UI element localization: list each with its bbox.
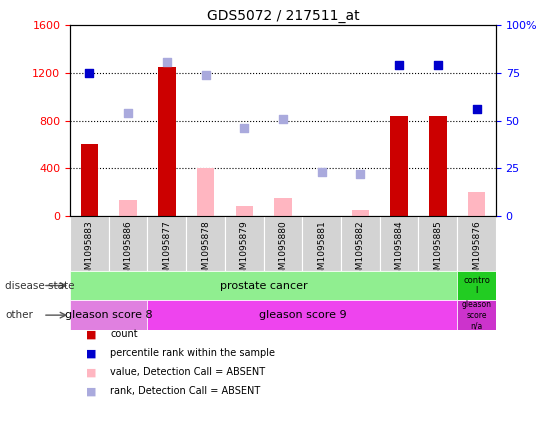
Point <box>124 110 133 116</box>
Bar <box>197 168 215 216</box>
Bar <box>457 271 496 300</box>
Bar <box>418 216 457 271</box>
Bar <box>341 216 380 271</box>
Text: GSM1095881: GSM1095881 <box>317 220 326 281</box>
Bar <box>81 144 98 216</box>
Bar <box>120 200 137 216</box>
Text: ■: ■ <box>86 386 96 396</box>
Text: gleason score 9: gleason score 9 <box>259 310 346 320</box>
Bar <box>351 210 369 216</box>
Bar <box>236 206 253 216</box>
Text: GSM1095877: GSM1095877 <box>162 220 171 281</box>
Bar <box>186 216 225 271</box>
Text: GSM1095886: GSM1095886 <box>123 220 133 281</box>
Text: percentile rank within the sample: percentile rank within the sample <box>110 348 275 358</box>
Text: rank, Detection Call = ABSENT: rank, Detection Call = ABSENT <box>110 386 261 396</box>
Bar <box>390 116 408 216</box>
Point <box>201 71 210 78</box>
Bar <box>274 198 292 216</box>
Point <box>279 115 287 122</box>
Text: ■: ■ <box>86 348 96 358</box>
Bar <box>457 300 496 330</box>
Point <box>317 169 326 176</box>
Bar <box>158 67 176 216</box>
Text: other: other <box>5 310 33 320</box>
Text: prostate cancer: prostate cancer <box>220 280 307 291</box>
Point <box>433 62 442 69</box>
Text: contro
l: contro l <box>463 276 490 295</box>
Point <box>356 170 365 177</box>
Bar <box>468 192 485 216</box>
Point <box>163 58 171 65</box>
Text: ■: ■ <box>86 329 96 339</box>
Text: value, Detection Call = ABSENT: value, Detection Call = ABSENT <box>110 367 266 377</box>
Text: GSM1095883: GSM1095883 <box>85 220 94 281</box>
Text: GSM1095876: GSM1095876 <box>472 220 481 281</box>
Bar <box>148 216 186 271</box>
Text: GSM1095879: GSM1095879 <box>240 220 249 281</box>
Text: gleason
score
n/a: gleason score n/a <box>461 300 492 330</box>
Bar <box>225 216 264 271</box>
Bar <box>70 300 148 330</box>
Bar <box>148 300 457 330</box>
Bar <box>70 216 109 271</box>
Bar <box>109 216 148 271</box>
Bar <box>457 216 496 271</box>
Bar <box>380 216 418 271</box>
Text: GSM1095878: GSM1095878 <box>201 220 210 281</box>
Text: GSM1095884: GSM1095884 <box>395 220 404 281</box>
Text: count: count <box>110 329 138 339</box>
Bar <box>302 216 341 271</box>
Text: gleason score 8: gleason score 8 <box>65 310 153 320</box>
Text: GSM1095885: GSM1095885 <box>433 220 443 281</box>
Text: GSM1095882: GSM1095882 <box>356 220 365 281</box>
Bar <box>429 116 446 216</box>
Text: GSM1095880: GSM1095880 <box>279 220 287 281</box>
Title: GDS5072 / 217511_at: GDS5072 / 217511_at <box>206 9 360 23</box>
Point <box>472 106 481 113</box>
Point <box>85 70 94 77</box>
Point <box>395 62 403 69</box>
Text: disease state: disease state <box>5 280 75 291</box>
Point <box>240 125 248 132</box>
Bar <box>264 216 302 271</box>
Text: ■: ■ <box>86 367 96 377</box>
